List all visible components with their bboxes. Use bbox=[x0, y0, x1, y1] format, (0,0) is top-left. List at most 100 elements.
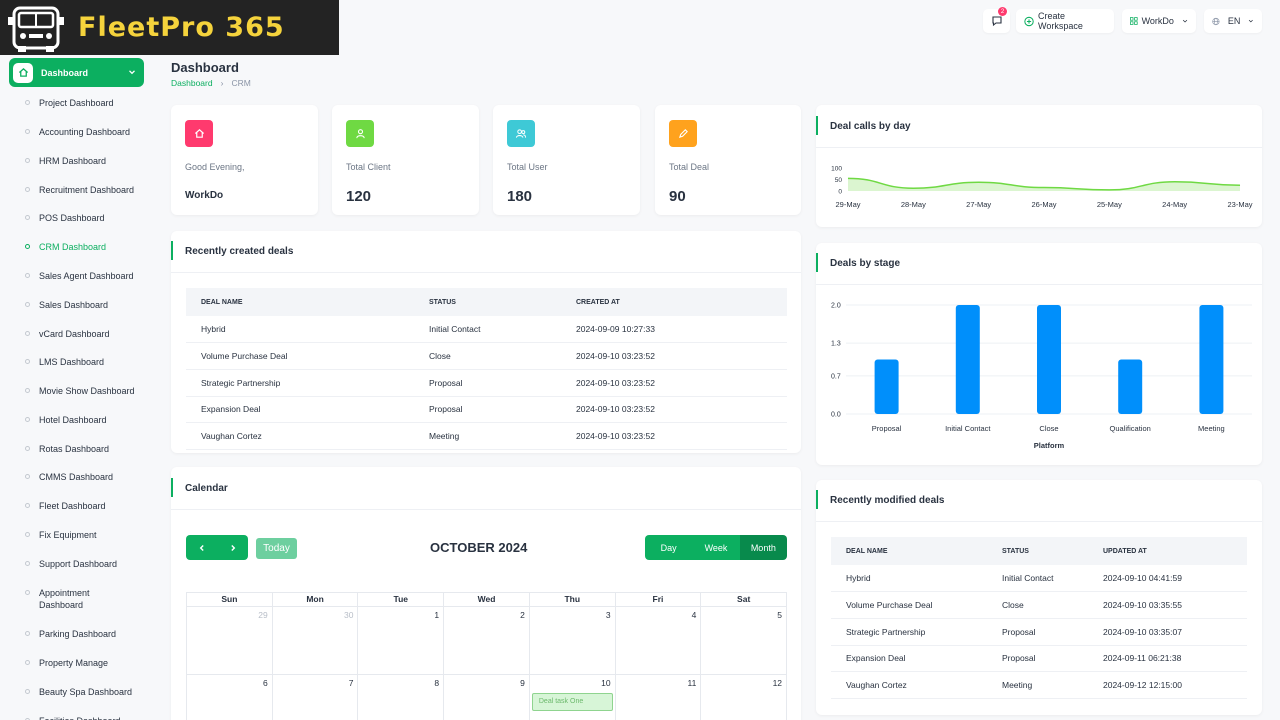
calendar-day-cell[interactable]: 5 bbox=[701, 607, 788, 675]
table-cell: Hybrid bbox=[186, 316, 414, 344]
sidebar-item[interactable]: Hotel Dashboard bbox=[25, 414, 150, 426]
table-cell: Proposal bbox=[987, 618, 1088, 646]
table-cell: 2024-09-11 06:21:38 bbox=[1088, 645, 1247, 673]
table-row[interactable]: Strategic Partnership Proposal 2024-09-10 … bbox=[831, 618, 1247, 646]
calendar-event[interactable]: Deal task One bbox=[531, 693, 613, 711]
sidebar-item[interactable]: Project Dashboard bbox=[25, 97, 150, 109]
x-tick-label: Close bbox=[1039, 424, 1058, 433]
table-cell: Proposal bbox=[414, 369, 561, 397]
workspace-dropdown[interactable]: WorkDo bbox=[1122, 9, 1196, 33]
deals-by-stage-title: Deals by stage bbox=[830, 258, 901, 269]
prev-month-button[interactable] bbox=[186, 535, 217, 560]
table-row[interactable]: Vaughan Cortez Meeting 2024-09-10 03:23:52 bbox=[186, 422, 787, 450]
users-icon bbox=[507, 120, 535, 147]
breadcrumb-dashboard[interactable]: Dashboard bbox=[171, 78, 213, 88]
truck-icon bbox=[8, 6, 64, 52]
sidebar-item-label: Dashboard bbox=[41, 67, 89, 78]
today-button[interactable]: Today bbox=[256, 538, 297, 559]
table-cell: 2024-09-10 03:35:55 bbox=[1088, 591, 1247, 619]
table-cell: 2024-09-12 12:15:00 bbox=[1088, 671, 1247, 699]
sidebar-item[interactable]: Fix Equipment bbox=[25, 529, 150, 541]
sidebar-item[interactable]: Movie Show Dashboard bbox=[25, 385, 150, 397]
total-user-card: Total User 180 bbox=[493, 105, 640, 215]
day-number: 11 bbox=[687, 678, 697, 688]
message-icon bbox=[991, 16, 1002, 27]
table-cell: Strategic Partnership bbox=[186, 369, 414, 397]
sidebar-item[interactable]: Fleet Dashboard bbox=[25, 500, 150, 512]
bullet-icon bbox=[25, 388, 30, 393]
card-divider bbox=[171, 272, 801, 273]
sidebar-item[interactable]: CMMS Dashboard bbox=[25, 471, 150, 483]
calendar-day-cell[interactable]: 4 bbox=[615, 607, 702, 675]
sidebar-item[interactable]: Appointment Dashboard bbox=[25, 587, 105, 611]
sidebar-item-dashboard[interactable]: Dashboard bbox=[9, 58, 144, 87]
sidebar-item[interactable]: Sales Dashboard bbox=[25, 299, 150, 311]
column-header: STATUS bbox=[987, 537, 1088, 565]
bar[interactable] bbox=[874, 359, 899, 415]
table-row[interactable]: Vaughan Cortez Meeting 2024-09-12 12:15:00 bbox=[831, 671, 1247, 699]
table-cell: Initial Contact bbox=[414, 316, 561, 344]
create-workspace-button[interactable]: Create Workspace bbox=[1016, 9, 1114, 33]
bullet-icon bbox=[25, 359, 30, 364]
table-row[interactable]: Expansion Deal Proposal 2024-09-10 03:23:5… bbox=[186, 396, 787, 424]
sidebar-item[interactable]: Parking Dashboard bbox=[25, 628, 150, 640]
sidebar-item[interactable]: Recruitment Dashboard bbox=[25, 184, 150, 196]
view-week-button[interactable]: Week bbox=[692, 535, 740, 560]
table-row[interactable]: Volume Purchase Deal Close 2024-09-10 03:2… bbox=[186, 342, 787, 370]
notification-button[interactable]: 2 bbox=[983, 7, 1010, 33]
calendar-day-cell[interactable]: 6 bbox=[186, 675, 273, 720]
calendar-day-cell[interactable]: 2 bbox=[444, 607, 530, 675]
plus-circle-icon bbox=[1024, 16, 1034, 26]
calendar-day-cell[interactable]: 12 bbox=[701, 675, 788, 720]
calendar-day-cell[interactable]: 9 bbox=[444, 675, 530, 720]
day-number: 8 bbox=[434, 678, 440, 688]
table-row[interactable]: Hybrid Initial Contact 2024-09-09 10:27:33 bbox=[186, 316, 787, 344]
calendar-day-cell[interactable]: 10 Deal task One bbox=[530, 675, 616, 720]
brand-logo[interactable]: FleetPro 365 bbox=[0, 0, 339, 55]
sidebar-item-label: Fix Equipment bbox=[39, 530, 97, 540]
user-icon bbox=[346, 120, 374, 147]
calendar-day-cell[interactable]: 1 bbox=[358, 607, 445, 675]
table-row[interactable]: Hybrid Initial Contact 2024-09-10 04:41:59 bbox=[831, 565, 1247, 593]
bar[interactable] bbox=[1037, 305, 1061, 414]
greeting-card: Good Evening, WorkDo bbox=[171, 105, 318, 215]
sidebar-item[interactable]: vCard Dashboard bbox=[25, 328, 150, 340]
deal-calls-title: Deal calls by day bbox=[830, 121, 911, 132]
bar[interactable] bbox=[955, 305, 980, 414]
sidebar-item[interactable]: Beauty Spa Dashboard bbox=[25, 686, 150, 698]
sidebar-item[interactable]: Property Manage bbox=[25, 657, 150, 669]
calendar-day-cell[interactable]: 29 bbox=[186, 607, 273, 675]
table-row[interactable]: Expansion Deal Proposal 2024-09-11 06:21:3… bbox=[831, 645, 1247, 673]
sidebar-item[interactable]: LMS Dashboard bbox=[25, 356, 150, 368]
pencil-icon bbox=[669, 120, 697, 147]
x-tick-label: 29-May bbox=[835, 200, 860, 209]
bar[interactable] bbox=[1118, 359, 1143, 415]
sidebar-item[interactable]: Sales Agent Dashboard bbox=[25, 270, 150, 282]
sidebar-item[interactable]: Facilities Dashboard bbox=[25, 715, 150, 720]
next-month-button[interactable] bbox=[217, 535, 248, 560]
view-day-button[interactable]: Day bbox=[645, 535, 693, 560]
sidebar-item[interactable]: HRM Dashboard bbox=[25, 155, 150, 167]
bullet-icon bbox=[25, 331, 30, 336]
sidebar-item[interactable]: Accounting Dashboard bbox=[25, 126, 150, 138]
sidebar-item[interactable]: POS Dashboard bbox=[25, 212, 150, 224]
calendar-day-cell[interactable]: 7 bbox=[273, 675, 359, 720]
globe-icon bbox=[1212, 17, 1220, 25]
total-deal-label: Total Deal bbox=[669, 162, 710, 172]
day-number: 29 bbox=[258, 610, 268, 620]
sidebar-item[interactable]: Support Dashboard bbox=[25, 558, 150, 570]
sidebar-item[interactable]: CRM Dashboard bbox=[25, 241, 150, 253]
day-number: 9 bbox=[520, 678, 525, 688]
calendar-day-cell[interactable]: 3 bbox=[529, 607, 616, 675]
calendar-day-cell[interactable]: 11 bbox=[616, 675, 702, 720]
bullet-icon bbox=[25, 532, 30, 537]
table-row[interactable]: Strategic Partnership Proposal 2024-09-10 … bbox=[186, 369, 787, 397]
sidebar-item[interactable]: Rotas Dashboard bbox=[25, 443, 150, 455]
chevron-down-icon bbox=[1182, 19, 1188, 23]
table-row[interactable]: Volume Purchase Deal Close 2024-09-10 03:3… bbox=[831, 591, 1247, 619]
view-month-button[interactable]: Month bbox=[739, 535, 787, 560]
language-dropdown[interactable]: EN bbox=[1204, 9, 1262, 33]
calendar-day-cell[interactable]: 30 bbox=[272, 607, 359, 675]
calendar-day-cell[interactable]: 8 bbox=[358, 675, 445, 720]
bar[interactable] bbox=[1199, 305, 1224, 414]
